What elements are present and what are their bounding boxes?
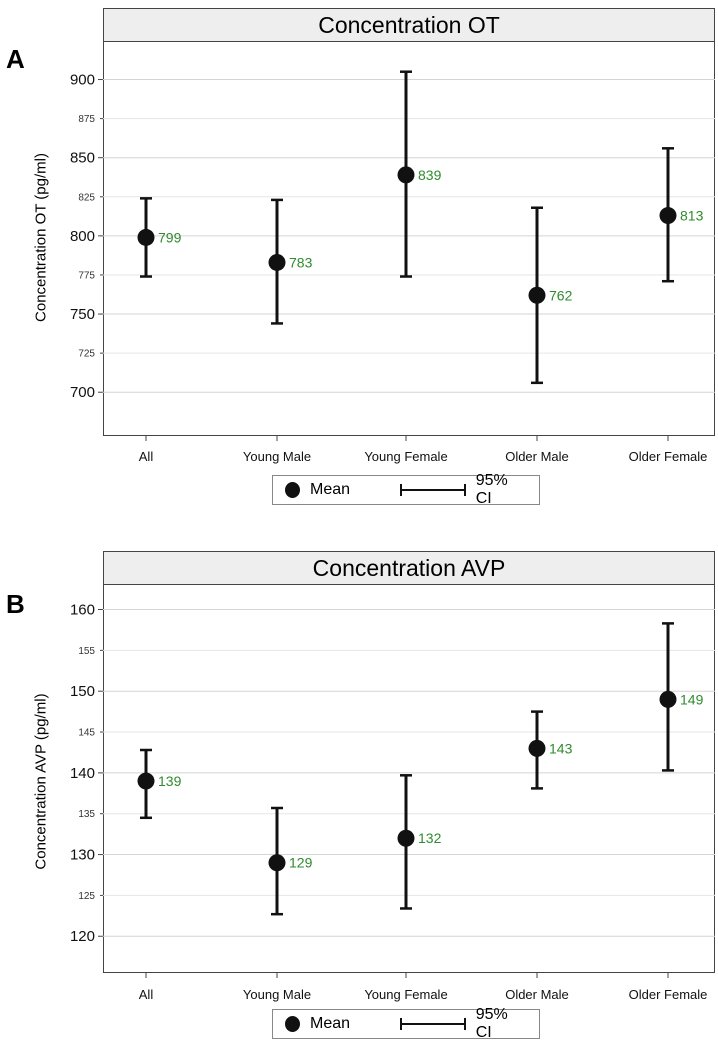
y-minor-tick-label: 125 xyxy=(78,891,95,902)
y-tick-label: 140 xyxy=(70,765,95,782)
y-tick-label: 850 xyxy=(70,150,95,167)
data-label: 762 xyxy=(549,287,573,303)
y-tick-label: 130 xyxy=(70,847,95,864)
x-tick-label: Young Female xyxy=(364,449,447,464)
mean-legend-marker xyxy=(285,1016,301,1032)
legend: Mean 95% CI xyxy=(272,1006,540,1041)
legend-mean-label: Mean xyxy=(310,1015,351,1032)
y-tick-label: 120 xyxy=(70,928,95,945)
chart-title: Concentration AVP xyxy=(103,551,715,585)
mean-legend-marker xyxy=(285,482,301,498)
y-minor-tick-label: 155 xyxy=(78,646,95,657)
mean-point xyxy=(397,166,415,184)
legend: Mean 95% CI xyxy=(272,472,540,507)
y-tick-label: 160 xyxy=(70,602,95,619)
y-minor-tick-label: 135 xyxy=(78,809,95,820)
legend-ci-label: 95% CI xyxy=(475,472,508,507)
data-label: 129 xyxy=(289,855,313,871)
x-tick-label: Young Male xyxy=(243,987,311,1002)
chart-title: Concentration OT xyxy=(103,8,715,42)
x-tick-label: Young Female xyxy=(364,987,447,1002)
panel-b: B Concentration AVP Concentration AVP (p… xyxy=(0,525,718,1050)
data-label: 139 xyxy=(158,773,182,789)
panel-letter: B xyxy=(6,589,25,619)
chart-svg: 700 750 800 850 900 725 775 825 875 All 799 Young M… xyxy=(70,70,715,464)
legend-mean-label: Mean xyxy=(310,481,351,498)
legend-ci-label: 95% CI xyxy=(475,1006,508,1041)
panel-a: A Concentration OT Concentration OT (pg/… xyxy=(6,8,715,507)
y-tick-label: 800 xyxy=(70,228,95,245)
data-label: 839 xyxy=(418,167,442,183)
data-label: 783 xyxy=(289,254,313,270)
panel-letter: A xyxy=(6,44,25,74)
ci-legend-marker xyxy=(400,1018,466,1030)
y-tick-label: 750 xyxy=(70,306,95,323)
mean-point xyxy=(528,286,546,304)
mean-point xyxy=(659,207,677,225)
plot-area xyxy=(103,585,715,973)
mean-point xyxy=(137,772,155,790)
y-tick-label: 900 xyxy=(70,72,95,89)
mean-point xyxy=(268,854,286,872)
mean-point xyxy=(268,253,286,271)
data-label: 143 xyxy=(549,740,573,756)
y-minor-tick-label: 775 xyxy=(78,270,95,281)
y-minor-tick-label: 725 xyxy=(78,349,95,360)
x-tick-label: Older Female xyxy=(629,987,708,1002)
mean-point xyxy=(659,690,677,708)
data-label: 799 xyxy=(158,229,182,245)
data-label: 813 xyxy=(680,208,704,224)
mean-point xyxy=(397,829,415,847)
y-minor-tick-label: 825 xyxy=(78,192,95,203)
plot-area xyxy=(103,42,715,436)
mean-point xyxy=(528,739,546,757)
y-minor-tick-label: 145 xyxy=(78,728,95,739)
mean-point xyxy=(137,228,155,246)
x-tick-label: Older Female xyxy=(629,449,708,464)
y-tick-label: 150 xyxy=(70,683,95,700)
y-minor-tick-label: 875 xyxy=(78,114,95,125)
data-label: 149 xyxy=(680,691,704,707)
data-label: 132 xyxy=(418,830,442,846)
x-tick-label: Older Male xyxy=(505,987,569,1002)
chart-svg: 120 130 140 150 160 125 135 145 155 All 139 Young M… xyxy=(70,602,715,1002)
x-tick-label: All xyxy=(139,987,154,1002)
ci-legend-marker xyxy=(400,484,466,496)
y-tick-label: 700 xyxy=(70,384,95,401)
x-tick-label: Older Male xyxy=(505,449,569,464)
x-tick-label: Young Male xyxy=(243,449,311,464)
x-tick-label: All xyxy=(139,449,154,464)
